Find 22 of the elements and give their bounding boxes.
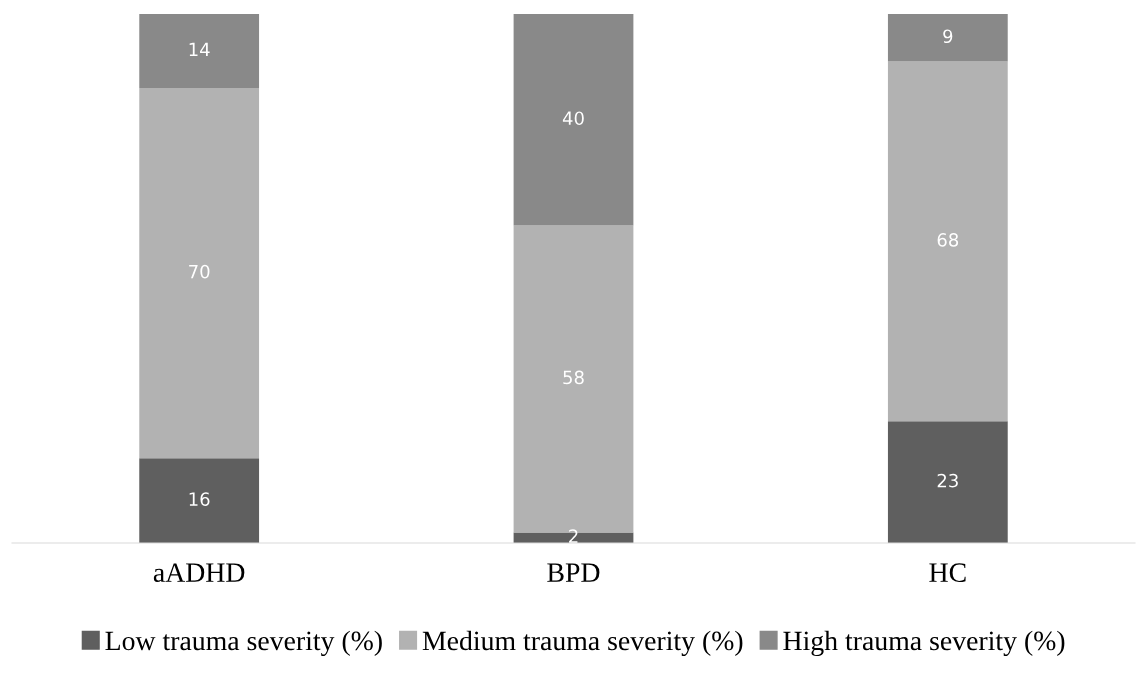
data-label: 68 [937, 233, 959, 247]
data-label: 58 [563, 370, 584, 385]
data-label: 2 [569, 529, 578, 543]
data-label: 40 [562, 111, 584, 126]
x-tick-label: HC [929, 563, 966, 582]
data-label: 23 [937, 473, 958, 488]
bar [887, 61, 1008, 422]
data-label: 70 [189, 264, 210, 279]
legend-label: High trauma severity (%) [783, 630, 1065, 656]
bar [887, 14, 1008, 62]
x-tick-label: aADHD [153, 563, 245, 582]
data-label: 14 [189, 42, 210, 57]
bar [887, 421, 1008, 543]
data-label: 16 [189, 492, 210, 506]
bar [139, 14, 260, 89]
legend-label: Low trauma severity (%) [105, 630, 382, 656]
x-tick-label: BPD [547, 563, 600, 582]
bar [139, 458, 260, 543]
data-label: 9 [943, 29, 953, 44]
bar [139, 88, 260, 459]
legend-label: Medium trauma severity (%) [422, 630, 743, 656]
bar [513, 14, 634, 226]
